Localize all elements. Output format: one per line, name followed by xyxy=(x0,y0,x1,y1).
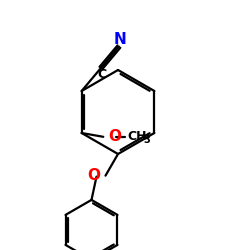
Text: CH: CH xyxy=(127,130,147,143)
Text: O: O xyxy=(108,129,121,144)
Text: O: O xyxy=(88,168,101,183)
Text: N: N xyxy=(114,32,126,47)
Text: 3: 3 xyxy=(143,135,150,145)
Text: C: C xyxy=(97,68,106,80)
